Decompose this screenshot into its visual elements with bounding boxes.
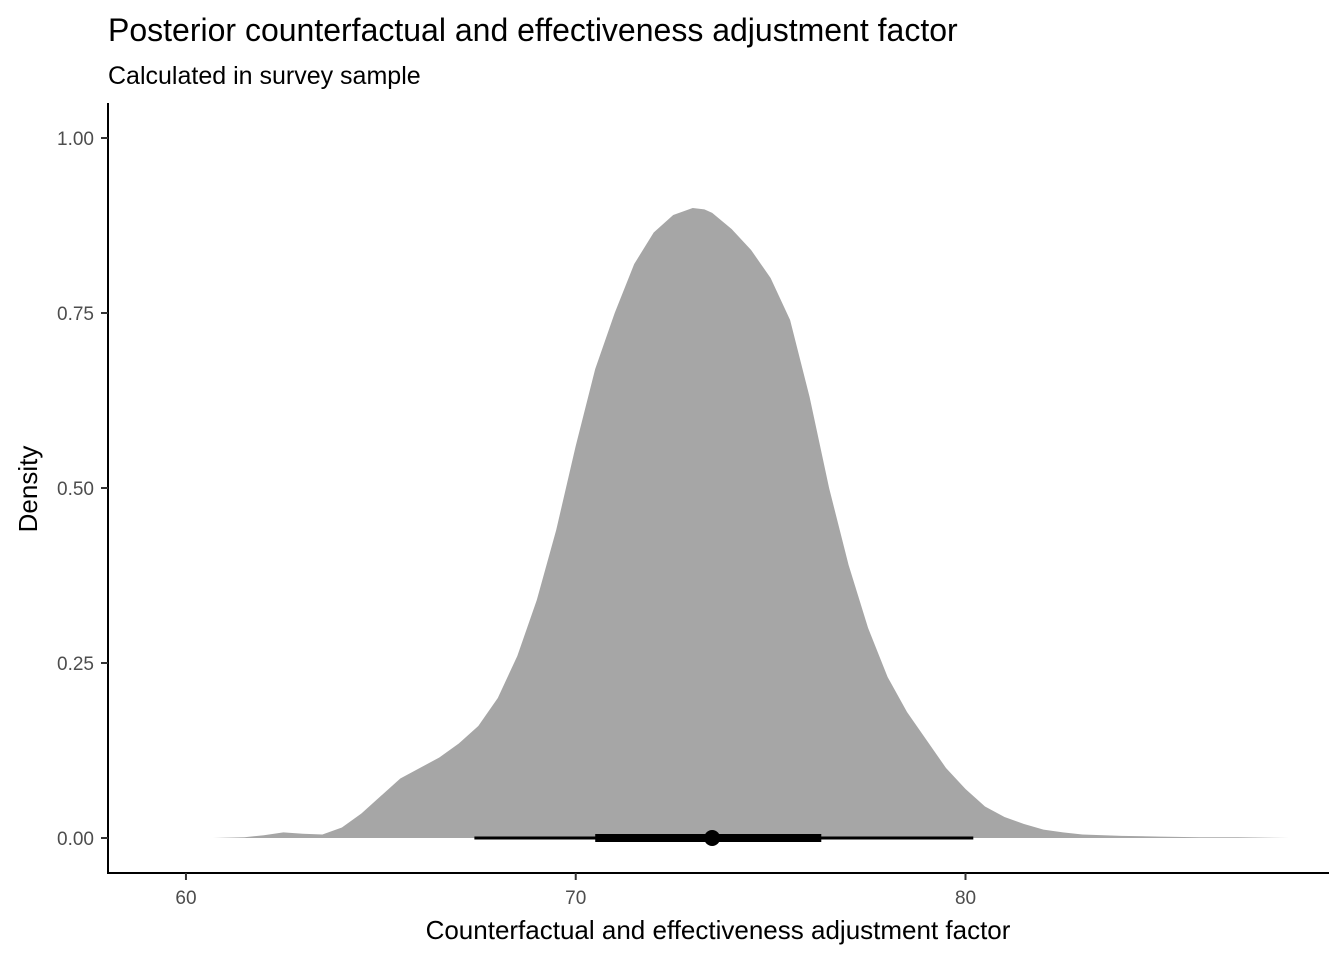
y-tick-label: 0.50 bbox=[57, 479, 94, 500]
plot-area bbox=[213, 208, 1290, 846]
density-area bbox=[213, 208, 1290, 838]
x-tick-label: 60 bbox=[175, 888, 196, 909]
y-tick-label: 0.75 bbox=[57, 304, 94, 325]
y-tick-label: 0.25 bbox=[57, 654, 94, 675]
y-tick-label: 1.00 bbox=[57, 129, 94, 150]
chart-title: Posterior counterfactual and effectivene… bbox=[108, 12, 958, 48]
y-tick-label: 0.00 bbox=[57, 829, 94, 850]
y-axis-ticks: 0.00 0.25 0.50 0.75 1.00 bbox=[57, 129, 108, 850]
chart-subtitle: Calculated in survey sample bbox=[108, 62, 421, 90]
point-estimate-dot bbox=[704, 830, 721, 846]
interval-layer bbox=[474, 830, 974, 846]
x-axis-title: Counterfactual and effectiveness adjustm… bbox=[426, 915, 1011, 945]
y-axis-title: Density bbox=[13, 446, 43, 533]
x-tick-label: 80 bbox=[955, 888, 976, 909]
x-tick-label: 70 bbox=[565, 888, 586, 909]
x-axis-ticks: 60 70 80 bbox=[175, 873, 976, 909]
